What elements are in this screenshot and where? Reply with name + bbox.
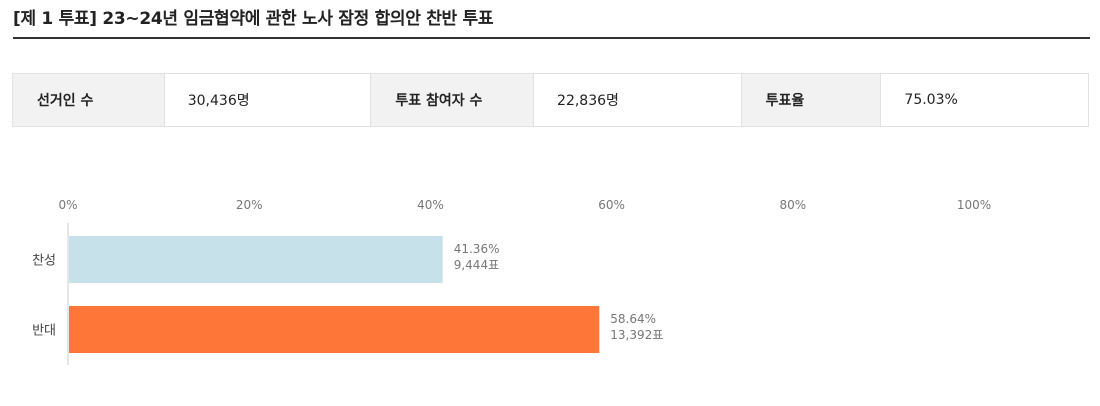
voters-label: 선거인 수 [13,74,164,126]
x-tick-label: 0% [58,198,77,212]
category-label: 반대 [32,324,56,339]
category-label: 찬성 [32,254,56,269]
x-tick-label: 80% [779,198,806,212]
voters-value: 30,436명 [163,74,372,126]
turnout-rate-label: 투표율 [741,74,881,126]
bar-yes [69,236,443,283]
bar-count-label: 9,444표 [454,258,499,272]
x-tick-label: 100% [957,198,991,212]
page-title: [제 1 투표] 23~24년 임금협약에 관한 노사 잠정 합의안 찬반 투표 [13,8,1090,39]
bar-percent-label: 41.36% [454,242,500,256]
bar-count-label: 13,392표 [610,328,663,342]
vote-summary-table: 선거인 수 30,436명 투표 참여자 수 22,836명 투표율 75.03… [12,73,1089,127]
bar-no [69,306,600,353]
x-tick-label: 20% [236,198,263,212]
participants-label: 투표 참여자 수 [371,74,534,126]
turnout-rate-value: 75.03% [880,74,1089,126]
participants-value: 22,836명 [533,74,742,126]
x-tick-label: 60% [598,198,625,212]
x-tick-label: 40% [417,198,444,212]
bar-percent-label: 58.64% [610,312,656,326]
